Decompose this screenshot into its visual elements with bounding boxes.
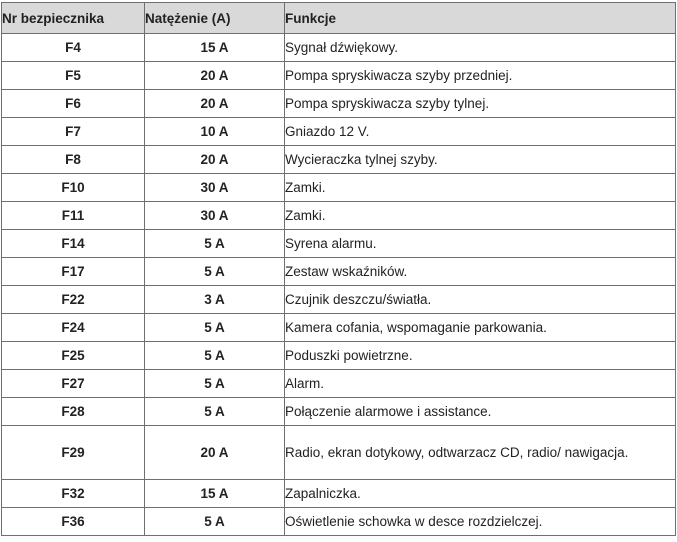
table-row: F8 20 A Wycieraczka tylnej szyby. <box>1 145 676 174</box>
fuse-number: F10 <box>1 173 145 202</box>
fuse-amperage: 20 A <box>144 425 285 480</box>
table-row: F22 3 A Czujnik deszczu/światła. <box>1 285 676 314</box>
table-row: F5 20 A Pompa spryskiwacza szyby przedni… <box>1 61 676 90</box>
fuse-function: Pompa spryskiwacza szyby przedniej. <box>284 61 676 90</box>
table-row: F28 5 A Połączenie alarmowe i assistance… <box>1 397 676 426</box>
fuse-number: F25 <box>1 341 145 370</box>
fuse-amperage: 20 A <box>144 145 285 174</box>
fuse-function: Gniazdo 12 V. <box>284 117 676 146</box>
fuse-function: Radio, ekran dotykowy, odtwarzacz CD, ra… <box>284 425 676 480</box>
fuse-amperage: 5 A <box>144 397 285 426</box>
fuse-number: F36 <box>1 507 145 536</box>
fuse-number: F8 <box>1 145 145 174</box>
fuse-number: F29 <box>1 425 145 480</box>
fuse-function: Czujnik deszczu/światła. <box>284 285 676 314</box>
fuse-function: Zamki. <box>284 201 676 230</box>
fuse-number: F5 <box>1 61 145 90</box>
column-header-functions: Funkcje <box>284 2 676 34</box>
fuse-number: F24 <box>1 313 145 342</box>
fuse-number: F4 <box>1 33 145 62</box>
table-row: F6 20 A Pompa spryskiwacza szyby tylnej. <box>1 89 676 118</box>
fuse-amperage: 3 A <box>144 285 285 314</box>
fuse-amperage: 5 A <box>144 341 285 370</box>
fuse-number: F6 <box>1 89 145 118</box>
table-row: F24 5 A Kamera cofania, wspomaganie park… <box>1 313 676 342</box>
fuse-function: Oświetlenie schowka w desce rozdzielczej… <box>284 507 676 536</box>
fuse-number: F14 <box>1 229 145 258</box>
fuse-number: F32 <box>1 479 145 508</box>
fuse-number: F27 <box>1 369 145 398</box>
fuse-function: Wycieraczka tylnej szyby. <box>284 145 676 174</box>
fuse-number: F22 <box>1 285 145 314</box>
fuse-amperage: 10 A <box>144 117 285 146</box>
table-header-row: Nr bezpiecznika Natężenie (A) Funkcje <box>1 2 676 34</box>
fuse-amperage: 5 A <box>144 313 285 342</box>
table-row: F17 5 A Zestaw wskaźników. <box>1 257 676 286</box>
table-row: F29 20 A Radio, ekran dotykowy, odtwarza… <box>1 425 676 480</box>
fuse-number: F17 <box>1 257 145 286</box>
fuse-amperage: 5 A <box>144 507 285 536</box>
fuse-function: Syrena alarmu. <box>284 229 676 258</box>
fuse-function: Zamki. <box>284 173 676 202</box>
table-row: F7 10 A Gniazdo 12 V. <box>1 117 676 146</box>
table-row: F25 5 A Poduszki powietrzne. <box>1 341 676 370</box>
fuse-function: Zestaw wskaźników. <box>284 257 676 286</box>
fuse-amperage: 5 A <box>144 229 285 258</box>
fuse-function: Sygnał dźwiękowy. <box>284 33 676 62</box>
table-row: F4 15 A Sygnał dźwiękowy. <box>1 33 676 62</box>
column-header-amperage: Natężenie (A) <box>144 2 285 34</box>
fuse-amperage: 15 A <box>144 33 285 62</box>
fuse-amperage: 20 A <box>144 61 285 90</box>
table-row: F14 5 A Syrena alarmu. <box>1 229 676 258</box>
fuse-function: Zapalniczka. <box>284 479 676 508</box>
fuse-function: Poduszki powietrzne. <box>284 341 676 370</box>
table-row: F32 15 A Zapalniczka. <box>1 479 676 508</box>
column-header-fuse-number: Nr bezpiecznika <box>1 2 145 34</box>
fuse-amperage: 20 A <box>144 89 285 118</box>
table-row: F36 5 A Oświetlenie schowka w desce rozd… <box>1 507 676 536</box>
fuse-amperage: 5 A <box>144 369 285 398</box>
fuse-function: Alarm. <box>284 369 676 398</box>
table-row: F10 30 A Zamki. <box>1 173 676 202</box>
fuse-amperage: 30 A <box>144 201 285 230</box>
fuse-amperage: 5 A <box>144 257 285 286</box>
fuse-number: F11 <box>1 201 145 230</box>
fuse-function: Kamera cofania, wspomaganie parkowania. <box>284 313 676 342</box>
fuse-amperage: 30 A <box>144 173 285 202</box>
fuse-number: F28 <box>1 397 145 426</box>
table-body: F4 15 A Sygnał dźwiękowy. F5 20 A Pompa … <box>1 33 676 536</box>
table-row: F27 5 A Alarm. <box>1 369 676 398</box>
fuse-function: Pompa spryskiwacza szyby tylnej. <box>284 89 676 118</box>
fuse-amperage: 15 A <box>144 479 285 508</box>
table-row: F11 30 A Zamki. <box>1 201 676 230</box>
fuse-function: Połączenie alarmowe i assistance. <box>284 397 676 426</box>
fuse-number: F7 <box>1 117 145 146</box>
